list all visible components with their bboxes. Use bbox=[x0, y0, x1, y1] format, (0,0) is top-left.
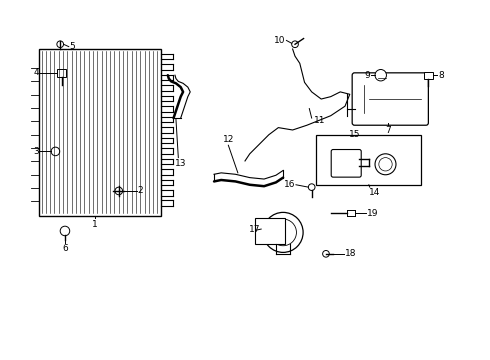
Bar bbox=[424, 72, 433, 78]
Circle shape bbox=[115, 187, 122, 195]
Circle shape bbox=[308, 184, 315, 190]
Bar bbox=[317, 135, 421, 185]
Bar bbox=[39, 49, 161, 216]
Text: 15: 15 bbox=[349, 130, 360, 139]
Circle shape bbox=[375, 69, 387, 81]
Circle shape bbox=[379, 158, 392, 171]
Text: 8: 8 bbox=[438, 71, 443, 80]
Circle shape bbox=[292, 41, 298, 48]
Text: 4: 4 bbox=[34, 68, 39, 77]
Text: 3: 3 bbox=[33, 147, 39, 156]
Circle shape bbox=[57, 41, 64, 48]
FancyBboxPatch shape bbox=[352, 73, 428, 125]
Text: 17: 17 bbox=[249, 225, 260, 234]
Text: 19: 19 bbox=[367, 209, 378, 218]
Bar bbox=[254, 218, 286, 244]
Circle shape bbox=[51, 147, 60, 156]
FancyBboxPatch shape bbox=[331, 149, 361, 177]
Circle shape bbox=[263, 212, 303, 252]
Circle shape bbox=[322, 251, 329, 257]
Circle shape bbox=[60, 226, 70, 236]
Text: 13: 13 bbox=[175, 158, 187, 167]
Text: 7: 7 bbox=[385, 126, 391, 135]
Text: 9: 9 bbox=[364, 71, 370, 80]
Text: 11: 11 bbox=[314, 116, 325, 125]
Text: 5: 5 bbox=[70, 42, 75, 51]
Text: 12: 12 bbox=[222, 135, 234, 144]
Text: 1: 1 bbox=[92, 220, 98, 229]
Text: 6: 6 bbox=[62, 244, 68, 253]
Text: 2: 2 bbox=[138, 186, 144, 195]
Text: 14: 14 bbox=[369, 188, 380, 197]
Circle shape bbox=[270, 219, 296, 246]
Circle shape bbox=[375, 154, 396, 175]
Text: 10: 10 bbox=[274, 36, 286, 45]
Text: 18: 18 bbox=[345, 249, 357, 258]
Bar bbox=[57, 69, 66, 77]
Text: 16: 16 bbox=[284, 180, 295, 189]
